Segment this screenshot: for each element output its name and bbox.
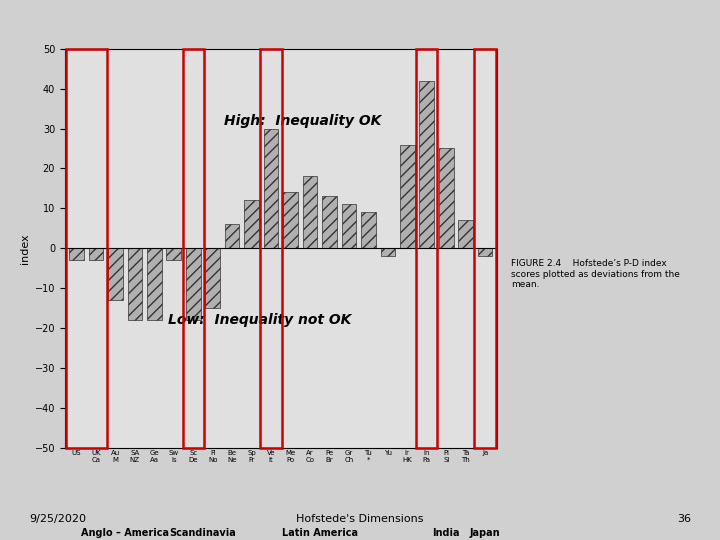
Bar: [264, 129, 279, 248]
Bar: [474, 49, 496, 448]
Text: India: India: [433, 528, 460, 538]
Bar: [89, 248, 103, 260]
Bar: [244, 200, 259, 248]
Bar: [108, 248, 122, 300]
Text: Scandinavia: Scandinavia: [170, 528, 236, 538]
Bar: [283, 192, 298, 248]
Bar: [186, 248, 201, 320]
Bar: [416, 49, 438, 448]
Bar: [147, 248, 161, 320]
Bar: [205, 248, 220, 308]
Text: Hofstede's Dimensions: Hofstede's Dimensions: [296, 514, 424, 524]
Y-axis label: index: index: [20, 233, 30, 264]
Bar: [225, 225, 240, 248]
Bar: [166, 248, 181, 260]
Bar: [69, 248, 84, 260]
Bar: [439, 148, 454, 248]
Text: 9/25/2020: 9/25/2020: [29, 514, 86, 524]
Text: Low:  Inequality not OK: Low: Inequality not OK: [168, 313, 351, 327]
Bar: [459, 220, 473, 248]
Bar: [183, 49, 204, 448]
Bar: [66, 49, 107, 448]
Bar: [302, 177, 318, 248]
Bar: [400, 145, 415, 248]
Text: Anglo – America: Anglo – America: [81, 528, 169, 538]
Bar: [127, 248, 142, 320]
Bar: [341, 205, 356, 248]
Text: Japan: Japan: [470, 528, 500, 538]
Text: FIGURE 2.4    Hofstede’s P-D index
scores plotted as deviations from the
mean.: FIGURE 2.4 Hofstede’s P-D index scores p…: [511, 259, 680, 289]
Bar: [478, 248, 492, 256]
Bar: [381, 248, 395, 256]
Text: 36: 36: [678, 514, 691, 524]
Text: Latin America: Latin America: [282, 528, 358, 538]
Bar: [361, 212, 376, 248]
Bar: [322, 197, 337, 248]
Text: High:  Inequality OK: High: Inequality OK: [224, 113, 381, 127]
Bar: [420, 80, 434, 248]
Bar: [261, 49, 282, 448]
